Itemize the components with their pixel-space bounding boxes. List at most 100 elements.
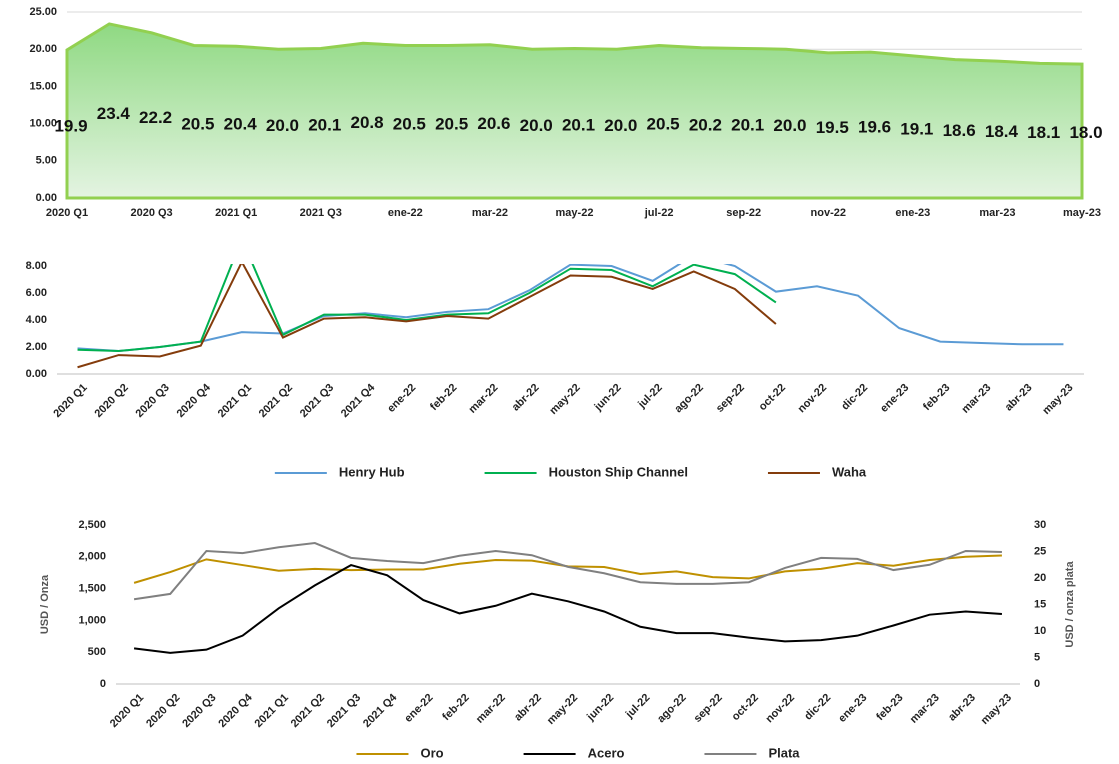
data-label: 18.1 [1027, 123, 1060, 142]
y-tick-label: 2.00 [26, 341, 47, 353]
y-tick-label: 2,000 [78, 551, 106, 563]
data-label: 19.5 [816, 118, 849, 137]
x-tick-label: jun-22 [584, 692, 616, 724]
data-label: 20.2 [689, 115, 722, 134]
x-tick-label: dic-22 [802, 692, 833, 723]
y-tick-label: 0 [100, 678, 106, 690]
data-label: 20.1 [731, 116, 764, 135]
x-tick-label: ene-23 [878, 382, 911, 415]
series-line [133, 541, 1002, 601]
data-label: 20.0 [520, 116, 553, 135]
x-tick-label: may-23 [979, 692, 1014, 727]
series-line [133, 563, 1002, 654]
data-label: 20.1 [308, 116, 341, 135]
x-tick-label: sep-22 [692, 692, 725, 725]
x-tick-label: jul-22 [644, 207, 674, 219]
x-tick-label: 2020 Q3 [180, 692, 218, 730]
x-tick-label: oct-22 [757, 382, 788, 413]
y-tick-label: 1,500 [78, 583, 106, 595]
y2-tick-label: 15 [1034, 598, 1046, 610]
x-tick-label: jul-22 [623, 692, 653, 722]
x-tick-label: oct-22 [730, 692, 761, 723]
x-tick-label: mar-23 [959, 382, 993, 416]
x-tick-label: 2021 Q2 [257, 382, 295, 420]
y-tick-label: 0.00 [26, 368, 47, 380]
x-tick-label: 2020 Q3 [130, 207, 172, 219]
y2-tick-label: 10 [1034, 625, 1046, 637]
x-tick-label: 2021 Q2 [289, 692, 327, 730]
data-label: 20.0 [604, 116, 637, 135]
series-line [77, 264, 1064, 353]
x-tick-label: may-22 [547, 382, 582, 417]
data-label: 20.5 [393, 114, 426, 133]
x-tick-label: mar-22 [467, 382, 501, 416]
legend-label: Houston Ship Channel [549, 464, 688, 479]
y-tick-label: 8.00 [26, 260, 47, 272]
x-tick-label: 2021 Q3 [298, 382, 336, 420]
y-tick-label: 25.00 [29, 6, 57, 18]
legend-label: Acero [588, 745, 625, 760]
x-tick-label: ene-23 [895, 207, 930, 219]
x-tick-label: 2020 Q3 [134, 382, 172, 420]
chart-0: 0.00 5.00 10.00 15.00 20.00 25.00 2020 Q1 2020 … [29, 6, 1102, 219]
y-tick-label: 0.00 [36, 192, 57, 204]
x-tick-label: 2021 Q1 [216, 382, 254, 420]
y2-axis-title: USD / onza plata [1064, 561, 1076, 648]
data-label: 20.8 [350, 113, 383, 132]
series-line [77, 264, 777, 353]
x-tick-label: feb-22 [428, 382, 459, 413]
data-label: 18.6 [943, 121, 976, 140]
x-tick-label: 2020 Q2 [144, 692, 182, 730]
y-tick-label: 5.00 [36, 155, 57, 167]
x-tick-label: jul-22 [635, 382, 665, 412]
data-label: 20.0 [773, 116, 806, 135]
data-label: 20.1 [562, 116, 595, 135]
y-tick-label: 1,000 [78, 614, 106, 626]
x-tick-label: ene-22 [388, 207, 423, 219]
x-tick-label: sep-22 [726, 207, 761, 219]
y-tick-label: 4.00 [26, 314, 47, 326]
x-tick-label: jun-22 [592, 382, 624, 414]
y-tick-label: 10.00 [29, 118, 57, 130]
x-tick-label: feb-23 [874, 692, 905, 723]
area [65, 22, 1084, 200]
x-tick-label: 2021 Q3 [325, 692, 363, 730]
data-label: 20.5 [435, 114, 468, 133]
x-tick-label: 2020 Q1 [51, 382, 89, 420]
data-label: 18.4 [985, 122, 1019, 141]
data-label: 23.4 [97, 104, 131, 123]
x-tick-label: mar-23 [908, 692, 942, 726]
y-tick-label: 500 [88, 646, 106, 658]
data-label: 20.5 [181, 114, 214, 133]
y2-tick-label: 30 [1034, 519, 1046, 531]
legend-label: Plata [768, 745, 800, 760]
x-tick-label: 2020 Q4 [216, 691, 255, 730]
x-tick-label: nov-22 [796, 382, 830, 416]
x-tick-label: may-23 [1063, 207, 1101, 219]
y2-tick-label: 0 [1034, 678, 1040, 690]
x-tick-label: abr-23 [1003, 382, 1035, 414]
x-tick-label: 2021 Q1 [215, 207, 257, 219]
x-tick-label: may-23 [1040, 382, 1075, 417]
y-tick-label: 15.00 [29, 80, 57, 92]
x-tick-label: may-22 [556, 207, 594, 219]
x-tick-label: ene-22 [402, 692, 435, 725]
x-tick-label: abr-22 [512, 692, 544, 724]
legend-label: Waha [832, 464, 867, 479]
x-tick-label: abr-23 [946, 692, 978, 724]
x-tick-label: feb-22 [440, 692, 471, 723]
data-label: 22.2 [139, 108, 172, 127]
x-tick-label: nov-22 [811, 207, 846, 219]
x-tick-label: ene-22 [385, 382, 418, 415]
data-label: 20.4 [224, 115, 258, 134]
y2-tick-label: 20 [1034, 572, 1046, 584]
x-tick-label: ago-22 [655, 692, 689, 726]
data-label: 20.0 [266, 116, 299, 135]
y2-tick-label: 25 [1034, 545, 1046, 557]
x-tick-label: nov-22 [764, 692, 798, 726]
data-label: 19.9 [54, 116, 87, 135]
data-label: 19.1 [900, 119, 933, 138]
chart-2: 0 500 1,000 1,500 2,000 2,500 0 5 10 15 20 25 30 USD … [39, 519, 1076, 761]
legend-label: Henry Hub [339, 464, 405, 479]
